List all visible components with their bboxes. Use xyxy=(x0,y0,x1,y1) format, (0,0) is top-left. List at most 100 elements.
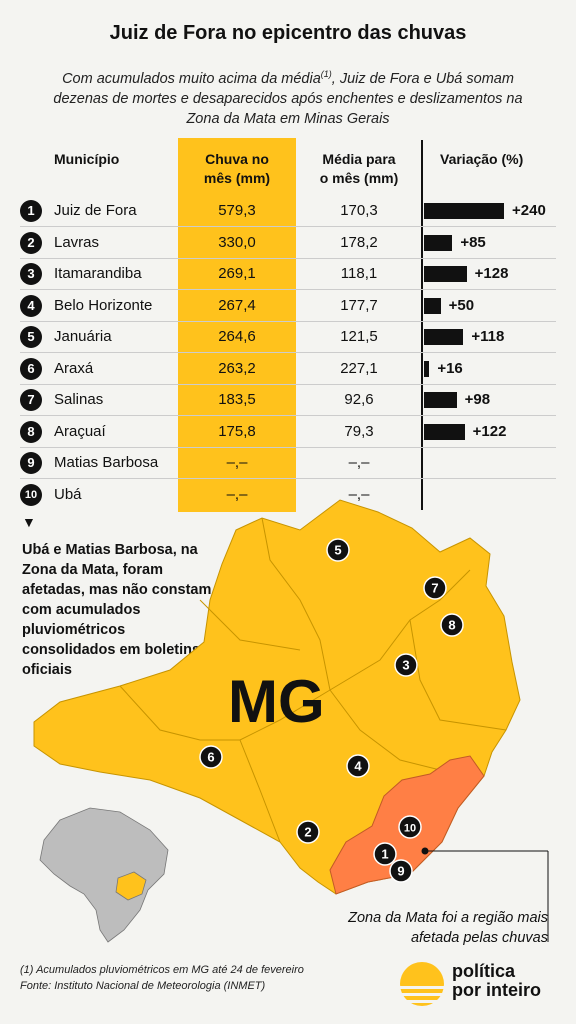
chuva-value: 264,6 xyxy=(218,328,256,345)
media-value: 227,1 xyxy=(340,359,378,377)
media-value: 92,6 xyxy=(344,391,374,408)
footnote: (1) Acumulados pluviométricos em MG até … xyxy=(20,962,304,994)
table-row: 5 Januária 264,6 121,5 +118 xyxy=(0,322,576,353)
chuva-value: 183,5 xyxy=(218,391,256,408)
table-row: 2 Lavras 330,0 178,2 +85 xyxy=(0,228,576,259)
variation-bar xyxy=(424,392,457,408)
table-row: 4 Belo Horizonte 267,4 177,7 +50 xyxy=(0,291,576,322)
row-separator xyxy=(20,415,556,416)
table-row: 9 Matias Barbosa –,– –,– xyxy=(0,448,576,479)
border-line xyxy=(409,619,507,731)
row-number-badge: 4 xyxy=(20,294,42,317)
brazil-inset xyxy=(39,807,169,943)
border-line xyxy=(199,599,301,651)
logo-text: política por inteiro xyxy=(452,962,541,1000)
subtitle-footnote-ref: (1) xyxy=(320,69,332,79)
variation-axis xyxy=(421,140,423,510)
variation-label: +128 xyxy=(474,265,509,282)
brazil-shape xyxy=(39,807,169,943)
table-row: 3 Itamarandiba 269,1 118,1 +128 xyxy=(0,259,576,290)
variation-bar xyxy=(424,203,504,219)
note-text: Ubá e Matias Barbosa, na Zona da Mata, f… xyxy=(22,542,212,678)
row-number-badge: 6 xyxy=(20,357,42,380)
media-value: 170,3 xyxy=(340,202,378,219)
header-media: Média para o mês (mm) xyxy=(304,150,414,188)
map-marker-label: 4 xyxy=(354,759,362,774)
municipio-name: Ubá xyxy=(54,485,82,503)
subtitle-pre: Com acumulados muito acima da média xyxy=(62,70,321,87)
zona-da-mata-note: Zona da Mata foi a região mais afetada p… xyxy=(348,910,548,946)
municipio-name: Araxá xyxy=(54,359,94,377)
note-arrow-icon: ▼ xyxy=(22,514,36,530)
table-row: 10 Ubá –,– –,– xyxy=(0,480,576,511)
brazil-mg-highlight xyxy=(115,871,147,901)
variation-label: +16 xyxy=(437,359,463,377)
chuva-value: 175,8 xyxy=(218,422,256,440)
municipio-name: Matias Barbosa xyxy=(54,454,159,471)
table-row: 1 Juiz de Fora 579,3 170,3 +240 xyxy=(0,196,576,227)
header-media-line1: Média para xyxy=(322,151,396,167)
chuva-value: 579,3 xyxy=(218,202,256,219)
map-label: MG xyxy=(228,668,325,735)
footnote-line2: Fonte: Instituto Nacional de Meteorologi… xyxy=(20,980,266,992)
table-row: 6 Araxá 263,2 227,1 +16 xyxy=(0,354,576,385)
media-value: 121,5 xyxy=(340,328,378,345)
row-number-badge: 8 xyxy=(20,420,42,443)
sun-logo-icon xyxy=(400,962,444,1006)
media-value: 79,3 xyxy=(344,422,374,440)
logo-stripe xyxy=(406,1000,438,1003)
row-number-badge: 9 xyxy=(20,452,42,474)
variation-label: +50 xyxy=(448,296,475,314)
map-marker-label: 6 xyxy=(207,750,214,765)
map-marker-label: 10 xyxy=(404,823,416,835)
mesoregion-borders xyxy=(119,517,507,843)
map-marker-circle xyxy=(346,754,370,778)
variation-bar xyxy=(424,266,467,282)
header-chuva-line1: Chuva no xyxy=(205,151,269,167)
variation-bar xyxy=(424,234,453,251)
header-media-line2: o mês (mm) xyxy=(319,170,399,186)
header-chuva: Chuva no mês (mm) xyxy=(178,150,296,188)
map-marker-label: 2 xyxy=(304,825,311,840)
row-number-badge: 1 xyxy=(20,200,42,222)
row-separator xyxy=(20,478,556,479)
variation-label: +85 xyxy=(460,233,486,251)
chuva-value: –,– xyxy=(226,454,248,471)
map-marker-circle xyxy=(296,820,320,844)
media-value: 178,2 xyxy=(340,233,378,251)
map-marker-label: 7 xyxy=(431,581,438,596)
map-marker-circle xyxy=(199,745,223,769)
variation-bar xyxy=(424,360,430,377)
row-separator xyxy=(20,289,556,290)
border-line xyxy=(261,517,331,691)
chuva-value: 267,4 xyxy=(218,296,256,314)
variation-label: +118 xyxy=(471,328,505,345)
municipio-name: Araçuaí xyxy=(54,422,106,440)
logo-circle xyxy=(400,962,444,1006)
variation-label: +98 xyxy=(464,391,491,408)
map-marker-circle xyxy=(389,859,413,883)
row-separator xyxy=(20,257,556,259)
table-row: 8 Araçuaí 175,8 79,3 +122 xyxy=(0,417,576,448)
variation-bar xyxy=(424,423,465,440)
chuva-value: 269,1 xyxy=(218,265,256,282)
variation-label: +122 xyxy=(472,422,507,440)
map-marker-circle xyxy=(373,842,397,866)
table-row: 7 Salinas 183,5 92,6 +98 xyxy=(0,385,576,416)
row-separator xyxy=(20,446,556,448)
media-value: 177,7 xyxy=(340,296,378,314)
header-variacao: Variação (%) xyxy=(440,151,524,167)
footnote-line1: (1) Acumulados pluviométricos em MG até … xyxy=(20,964,304,976)
mg-map: MG 5 7 8 3 4 6 2 10 19 xyxy=(33,499,549,943)
chuva-value: –,– xyxy=(226,485,248,503)
map-marker-label: 1 xyxy=(381,847,388,862)
chuva-value: 263,2 xyxy=(218,359,256,377)
map-marker-circle xyxy=(394,653,418,677)
row-number-badge: 7 xyxy=(20,389,42,411)
row-number-badge: 5 xyxy=(20,326,42,348)
media-value: –,– xyxy=(348,485,370,503)
municipio-name: Lavras xyxy=(54,233,100,251)
subtitle-post: , Juiz de Fora e Ubá somam dezenas de mo… xyxy=(53,70,523,127)
row-number-badge: 10 xyxy=(20,483,42,506)
logo-stripe xyxy=(402,993,442,996)
